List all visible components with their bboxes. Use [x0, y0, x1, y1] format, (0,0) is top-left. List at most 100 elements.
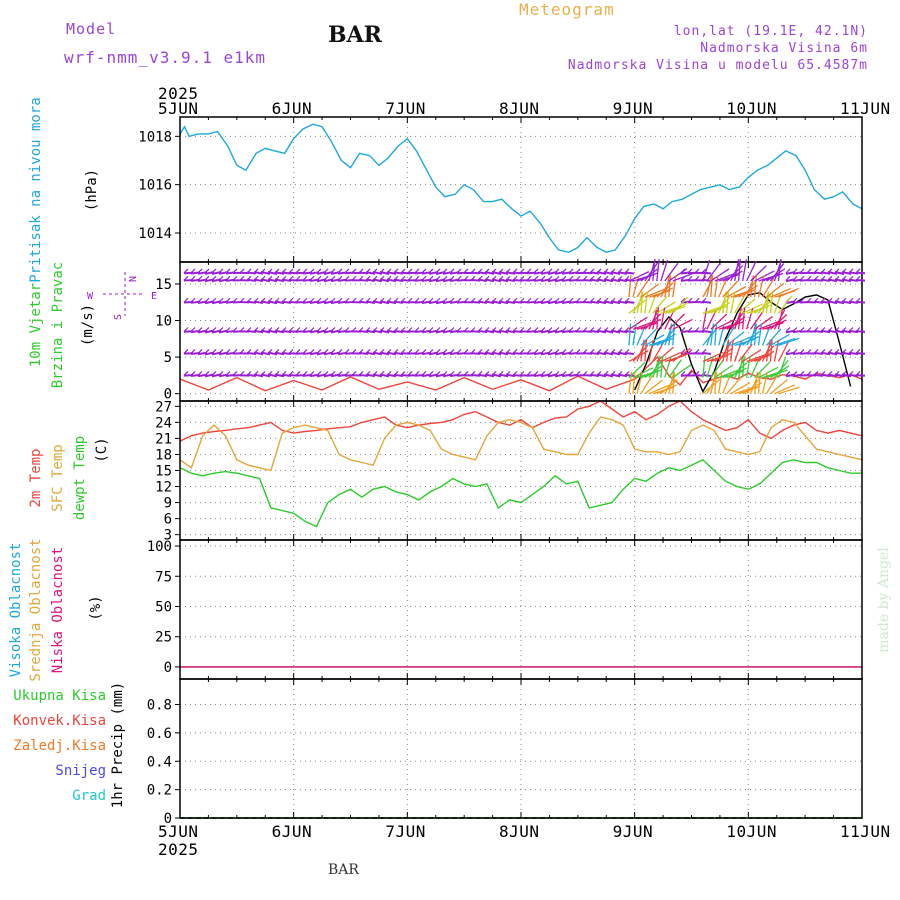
wind-barb-flag [197, 349, 203, 354]
storm-wind-arrow [753, 323, 757, 346]
wind-barb-flag [477, 327, 483, 332]
model-elevation-label: Nadmorska Visina u modelu 65.4587m [567, 58, 868, 73]
wind-barb-flag [526, 349, 532, 354]
wind-barb-flag [414, 349, 420, 354]
wind-barb-flag [386, 297, 392, 303]
wind-barb [596, 329, 607, 334]
wind-barb-flag [540, 275, 546, 281]
cloud-side-label-mid: Srednja Oblacnost [28, 538, 44, 681]
wind-barb-flag [246, 327, 252, 332]
wind-barb-flag [687, 297, 693, 303]
precip-ytick-label: 0 [164, 811, 172, 827]
wind-barb-flag [218, 297, 224, 303]
footer-station: BAR [328, 862, 359, 878]
wind-barb-flag [841, 297, 847, 303]
wind-barb-flag [785, 349, 791, 354]
wind-barb-flag [302, 268, 308, 274]
cloud-ylabel: (%) [88, 595, 104, 620]
wind-barb-flag [379, 349, 385, 354]
wind-barb-flag [848, 327, 854, 332]
wind-barb-flag [218, 327, 224, 332]
wind-barb-flag [267, 297, 273, 303]
wind-barb [253, 373, 264, 378]
storm-wind-arrow [664, 275, 670, 298]
wind-barb-flag [288, 297, 294, 303]
wind-barb-flag [414, 327, 420, 332]
wind-barb-flag [603, 275, 609, 281]
storm-wind-arrow [628, 361, 646, 379]
storm-wind-arrow [672, 347, 691, 363]
wind-barb-flag [575, 370, 581, 376]
storm-wind-arrow [757, 323, 763, 346]
wind-barb [820, 373, 831, 378]
wind-barb [477, 351, 488, 356]
wind-barb-flag [694, 297, 700, 303]
wind-barb-flag [687, 268, 693, 274]
wind-barb [624, 373, 635, 377]
wind-barb-flag [498, 275, 504, 281]
wind-barb-flag [841, 349, 847, 354]
wind-barb-flag [477, 268, 483, 274]
wind-barb-flag [561, 327, 567, 332]
pressure-ytick-label: 1018 [138, 129, 172, 145]
wind-barb-flag [358, 370, 364, 376]
wind-barb-flag [190, 275, 196, 281]
storm-wind-arrow [628, 323, 632, 346]
wind-barb-flag [589, 349, 595, 354]
wind-barb-flag [379, 297, 385, 303]
wind-barb-flag [421, 327, 427, 332]
wind-barb-flag [330, 327, 336, 332]
wind-barb-flag [400, 370, 406, 376]
wind-barb-flag [218, 268, 224, 274]
temperature-ytick-label: 6 [164, 512, 172, 528]
wind-barb-flag [582, 327, 588, 332]
storm-wind-arrow [664, 262, 679, 282]
storm-wind-arrow [777, 295, 793, 314]
temperature-ytick-label: 3 [164, 528, 172, 544]
wind-barb-flag [358, 327, 364, 332]
wind-barb-flag [582, 370, 588, 376]
wind-barb-flag [470, 297, 476, 303]
wind-barb-flag [547, 327, 553, 332]
wind-barb-flag [498, 327, 504, 332]
storm-wind-arrow [750, 265, 767, 282]
wind-barb-flag [309, 268, 315, 274]
wind-barb [820, 271, 831, 275]
wind-barb [477, 271, 488, 275]
storm-wind-arrow [761, 291, 769, 314]
wind-barb-flag [848, 275, 854, 281]
wind-barb-flag [365, 349, 371, 354]
wind-barb-flag [288, 268, 294, 274]
wind-barb [365, 300, 376, 304]
wind-barb [484, 329, 495, 334]
wind-side-label-1: 10m Vjetar [28, 283, 44, 367]
storm-wind-arrow [710, 275, 714, 298]
wind-barb-flag [302, 327, 308, 332]
station-title: BAR [328, 22, 382, 48]
wind-barb-flag [267, 370, 273, 376]
wind-barb-flag [351, 268, 357, 274]
wind-barb-flag [484, 275, 490, 281]
storm-wind-arrow [722, 326, 735, 346]
wind-barb [589, 278, 600, 282]
wind-barb-flag [533, 275, 539, 281]
wind-barb-flag [834, 275, 840, 281]
temperature-ytick-label: 9 [164, 496, 172, 512]
wind-barb [274, 271, 285, 275]
wind-barb-flag [603, 327, 609, 332]
storm-wind-arrow [644, 339, 648, 362]
storm-wind-arrow [726, 291, 729, 314]
wind-barb-flag [792, 349, 798, 354]
wind-barb-flag [253, 297, 259, 303]
wind-barb-flag [379, 370, 385, 376]
wind-barb [610, 300, 621, 305]
wind-barb-flag [190, 370, 196, 376]
wind-barb-flag [435, 297, 441, 303]
wind-barb-flag [841, 268, 847, 274]
wind-barb-flag [680, 349, 686, 354]
wind-barb-flag [484, 268, 490, 274]
wind-barb [365, 329, 376, 334]
wind-barb-flag [603, 297, 609, 303]
storm-wind-arrow [761, 341, 773, 362]
wind-barb-flag [442, 370, 448, 376]
